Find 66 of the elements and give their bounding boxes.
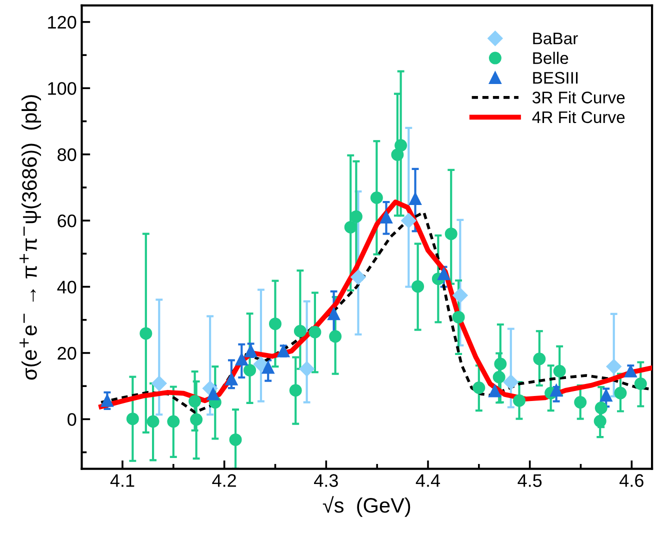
point: [606, 358, 622, 374]
point: [299, 361, 314, 376]
legend-label: BESIII: [533, 72, 578, 84]
point: [488, 384, 502, 398]
x-axis-title: √s (GeV): [322, 496, 410, 517]
point: [452, 310, 465, 324]
point: [492, 370, 506, 384]
point: [614, 386, 627, 400]
point: [344, 220, 357, 234]
point: [308, 326, 322, 338]
point: [503, 374, 518, 390]
x-tick-label: 4.4: [416, 474, 440, 487]
point: [225, 372, 238, 386]
point: [188, 395, 202, 408]
x-tick-label: 4.1: [110, 474, 134, 487]
x-tick-label: 4.5: [518, 474, 542, 487]
point: [289, 384, 302, 397]
point: [126, 412, 139, 426]
point: [253, 356, 269, 372]
point: [229, 433, 242, 446]
point: [370, 191, 383, 204]
point: [594, 402, 608, 414]
legend-label: 4R Fit Curve: [532, 110, 625, 124]
point: [444, 228, 458, 240]
x-tick-label: 4.2: [212, 474, 236, 487]
point: [380, 211, 392, 224]
y-tick-label: 120: [48, 16, 76, 29]
point: [409, 192, 422, 205]
y-tick-label: 60: [58, 214, 76, 228]
point: [472, 381, 486, 394]
point: [574, 396, 587, 409]
point: [268, 318, 282, 330]
point: [350, 270, 366, 285]
point: [235, 353, 248, 366]
y-tick-label: 40: [57, 280, 76, 294]
point: [244, 364, 256, 376]
point: [553, 364, 566, 378]
point: [146, 415, 160, 428]
y-tick-label: 20: [58, 346, 76, 360]
legend-label: BaBar: [533, 32, 578, 44]
point: [328, 308, 340, 320]
x-tick-label: 4.6: [620, 474, 644, 487]
point: [533, 352, 546, 366]
point: [190, 413, 203, 426]
point: [624, 364, 637, 378]
y-tick-label: 100: [48, 82, 76, 95]
point: [206, 388, 220, 400]
point: [391, 148, 404, 161]
point: [494, 358, 507, 370]
point: [152, 376, 167, 391]
text: σ(e$^{+}$e$^{−}$ → π$^{+}$π$^{−}$ψ(3686)) (pb): [20, 95, 41, 380]
y-tick-label: 0: [68, 413, 76, 426]
point: [294, 324, 306, 338]
point: [394, 139, 408, 152]
y-tick-label: 80: [58, 148, 76, 162]
point: [452, 288, 468, 303]
point: [401, 213, 416, 228]
point: [634, 378, 647, 390]
legend-label: Belle: [533, 52, 568, 64]
x-tick-label: 4.3: [314, 474, 338, 487]
point: [100, 394, 114, 407]
point: [412, 280, 424, 293]
point: [167, 415, 180, 428]
point: [140, 327, 152, 340]
point: [512, 394, 526, 407]
legend-label: 3R Fit Curve: [532, 91, 625, 104]
